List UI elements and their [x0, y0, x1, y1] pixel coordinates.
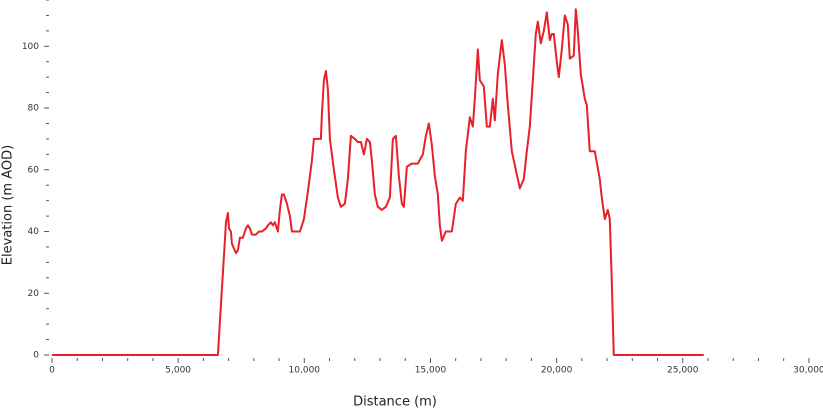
- x-tick-label: 25,000: [667, 366, 699, 376]
- y-tick-label: 80: [28, 104, 40, 114]
- elevation-line: [52, 8, 704, 356]
- x-tick-label: 20,000: [541, 366, 573, 376]
- y-tick-label: 60: [28, 165, 40, 175]
- x-axis-title: Distance (m): [353, 395, 437, 408]
- y-tick-label: 100: [22, 42, 39, 52]
- x-tick-label: 0: [49, 366, 55, 376]
- x-tick-label: 15,000: [415, 366, 447, 376]
- x-tick-label: 5,000: [165, 366, 191, 376]
- y-tick-label: 0: [33, 351, 39, 361]
- x-tick-label: 30,000: [793, 366, 823, 376]
- y-tick-label: 40: [28, 227, 40, 237]
- x-tick-label: 10,000: [289, 366, 321, 376]
- y-axis-title: Elevation (m AOD): [1, 145, 16, 265]
- y-tick-label: 20: [28, 289, 40, 299]
